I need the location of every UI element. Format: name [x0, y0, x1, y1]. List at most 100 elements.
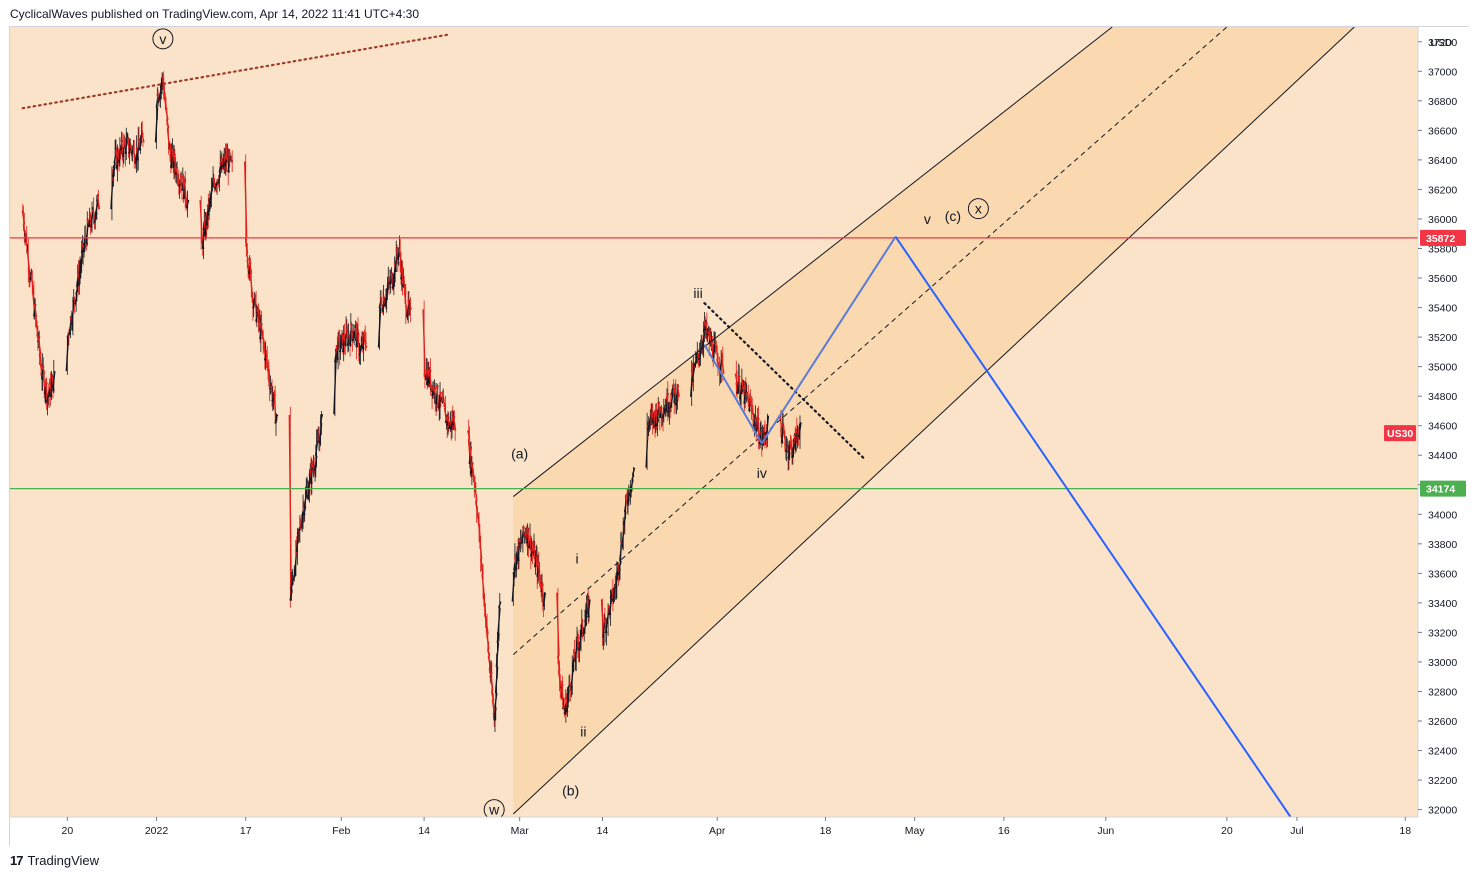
- candle-body: [275, 414, 279, 418]
- support-price-tag-label: 34174: [1426, 484, 1455, 496]
- time-tick-label: 16: [998, 825, 1010, 837]
- time-tick-label: Feb: [332, 825, 350, 837]
- wave-label-circle: [967, 198, 989, 220]
- candle-body: [746, 397, 750, 401]
- projection-segment[interactable]: [703, 343, 763, 444]
- price-tick-label: 33200: [1428, 627, 1457, 639]
- price-tick-label: 33000: [1428, 657, 1457, 669]
- price-tick-label: 32400: [1428, 746, 1457, 758]
- publish-info: CyclicalWaves published on TradingView.c…: [10, 7, 420, 21]
- candle-body: [93, 216, 97, 223]
- price-tick-label: 36000: [1428, 214, 1457, 226]
- resistance-price-tag[interactable]: [1420, 229, 1466, 246]
- time-tick-label: Jul: [1290, 825, 1303, 837]
- candle-body: [248, 262, 253, 273]
- wave-label: iv: [757, 465, 767, 481]
- wave-iv-dotted-line[interactable]: [703, 302, 865, 460]
- price-tick-label: 33400: [1428, 598, 1457, 610]
- price-tick-label: 35600: [1428, 273, 1457, 285]
- candle-body: [49, 382, 54, 398]
- symbol-price-tag-label: US30: [1387, 428, 1413, 440]
- candle-body: [494, 693, 498, 708]
- support-price-tag[interactable]: [1420, 480, 1466, 497]
- price-tick-label: 32600: [1428, 716, 1457, 728]
- candle-body: [185, 199, 190, 209]
- wave-label-circle: [152, 28, 174, 50]
- wave-label: ii: [580, 723, 586, 739]
- candle-body: [498, 601, 502, 609]
- time-tick-label: Apr: [709, 825, 726, 837]
- symbol-price-tag[interactable]: [1384, 425, 1416, 442]
- candle-body: [676, 384, 680, 397]
- price-tick-label: 34400: [1428, 450, 1457, 462]
- footer-brand[interactable]: 17 TradingView: [10, 853, 99, 868]
- candle-body: [662, 411, 666, 419]
- price-tick-label: 36400: [1428, 155, 1457, 167]
- chart-frame[interactable]: v w x (a) (b) (c) i ii iii iv v 32000 32200 32400 3260…: [9, 26, 1470, 847]
- time-tick-label: 14: [597, 825, 609, 837]
- time-tick-label: 20: [1221, 825, 1233, 837]
- price-tick-label: 35400: [1428, 303, 1457, 315]
- candle-body: [259, 323, 264, 334]
- channel-lower-line[interactable]: [512, 27, 1355, 815]
- candle-body: [798, 422, 802, 437]
- candle-body: [479, 558, 484, 567]
- candle-body: [307, 475, 312, 491]
- candle-body: [209, 188, 214, 198]
- price-tick-label: 32000: [1428, 805, 1457, 817]
- price-tick-label: 34800: [1428, 391, 1457, 403]
- price-tick-label: 34600: [1428, 421, 1457, 433]
- candle-body: [364, 343, 368, 348]
- candle-body: [435, 385, 440, 406]
- candle-body: [349, 323, 354, 334]
- candle-body: [453, 428, 457, 431]
- candle-body: [338, 346, 343, 353]
- price-chart[interactable]: vwx(a)(b)(c)iiiiiiivv3200032200324003260…: [10, 27, 1470, 847]
- candle-body: [333, 361, 337, 415]
- projection-segment[interactable]: [894, 236, 1292, 818]
- wave-v-dotted-line[interactable]: [21, 33, 451, 110]
- candle-body: [422, 309, 426, 374]
- time-tick-label: 18: [1399, 825, 1411, 837]
- candle-body: [631, 467, 636, 476]
- time-tick-label: 18: [820, 825, 832, 837]
- projection-segment[interactable]: [760, 236, 897, 444]
- candle-body: [141, 134, 145, 143]
- time-axis-background: [10, 817, 1470, 847]
- price-tick-label: 32800: [1428, 686, 1457, 698]
- price-tick-label: 35000: [1428, 362, 1457, 374]
- candle-body: [587, 599, 591, 618]
- candle-body: [288, 415, 293, 601]
- candle-body: [409, 306, 413, 310]
- candle-body: [183, 178, 187, 200]
- time-tick-label: 2022: [145, 825, 169, 837]
- candle-body: [96, 195, 101, 210]
- wave-label: w: [488, 802, 500, 818]
- candle-body: [485, 620, 489, 634]
- candle-body: [165, 108, 169, 120]
- candle-body: [110, 176, 114, 210]
- candle-body: [166, 119, 170, 129]
- candle-body: [249, 272, 254, 295]
- candle-body: [47, 394, 51, 398]
- candle-body: [65, 337, 70, 372]
- candle-body: [319, 413, 324, 424]
- time-tick-label: 20: [61, 825, 73, 837]
- candle-body: [71, 301, 75, 323]
- candle-body: [537, 572, 542, 577]
- price-tick-label: 36800: [1428, 96, 1457, 108]
- price-tick-label: 33600: [1428, 568, 1457, 580]
- currency-label: USD: [1430, 37, 1453, 49]
- candle-body: [124, 139, 128, 155]
- wave-label: x: [975, 201, 982, 217]
- brand-name: TradingView: [27, 853, 100, 868]
- wave-label: (c): [945, 208, 961, 224]
- price-tick-label: 35200: [1428, 332, 1457, 344]
- candle-body: [583, 622, 587, 633]
- time-tick-label: Jun: [1097, 825, 1114, 837]
- wave-label: v: [924, 211, 931, 227]
- resistance-price-tag-label: 35872: [1426, 233, 1455, 245]
- candle-body: [33, 303, 38, 318]
- price-tick-label: 32200: [1428, 775, 1457, 787]
- channel-upper-line[interactable]: [513, 27, 1113, 497]
